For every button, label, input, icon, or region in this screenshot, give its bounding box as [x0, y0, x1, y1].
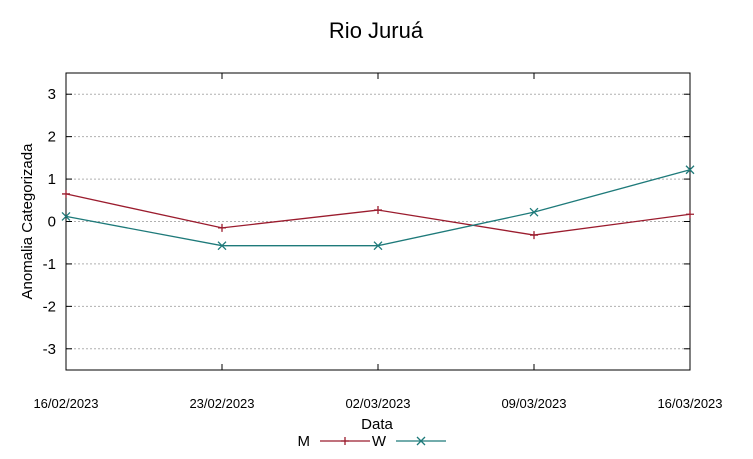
series-m-point: [218, 223, 226, 232]
series-m-point: [530, 231, 538, 240]
x-axis-ticks: 16/02/2023 23/02/2023 02/03/2023 09/03/2023…: [33, 73, 723, 411]
x-tick-label: 16/03/2023: [657, 396, 722, 411]
y-tick-label: 2: [48, 129, 56, 146]
legend-label-w: W: [372, 433, 387, 450]
x-tick-label: 16/02/2023: [33, 396, 98, 411]
legend-marker-w: [416, 436, 426, 446]
legend-label-m: M: [298, 433, 311, 450]
grid-lines: [66, 93, 690, 350]
y-tick-label: -3: [43, 341, 56, 358]
y-tick-label: 0: [48, 214, 56, 231]
y-tick-label: 3: [48, 86, 56, 103]
series-m-point: [686, 210, 694, 219]
y-tick-label: -1: [43, 256, 56, 273]
series-w-point: [373, 241, 383, 251]
x-tick-label: 23/02/2023: [189, 396, 254, 411]
y-tick-label: 1: [48, 171, 56, 188]
chart-title: Rio Juruá: [329, 18, 424, 43]
series-m-point: [374, 206, 382, 215]
y-axis-ticks: 3 2 1 0 -1 -2 -3: [43, 86, 690, 358]
legend-marker-m: [341, 437, 349, 445]
series-group: [61, 165, 695, 251]
series-w-point: [529, 207, 539, 217]
x-tick-label: 09/03/2023: [501, 396, 566, 411]
y-axis-label: Anomalia Categorizada: [19, 143, 36, 300]
series-w-point: [685, 165, 695, 175]
x-tick-label: 02/03/2023: [345, 396, 410, 411]
series-w-point: [61, 211, 71, 221]
x-axis-label: Data: [361, 416, 393, 433]
y-tick-label: -2: [43, 298, 56, 315]
series-w-point: [217, 241, 227, 251]
series-m-line: [65, 193, 691, 236]
series-m-point: [62, 189, 70, 198]
